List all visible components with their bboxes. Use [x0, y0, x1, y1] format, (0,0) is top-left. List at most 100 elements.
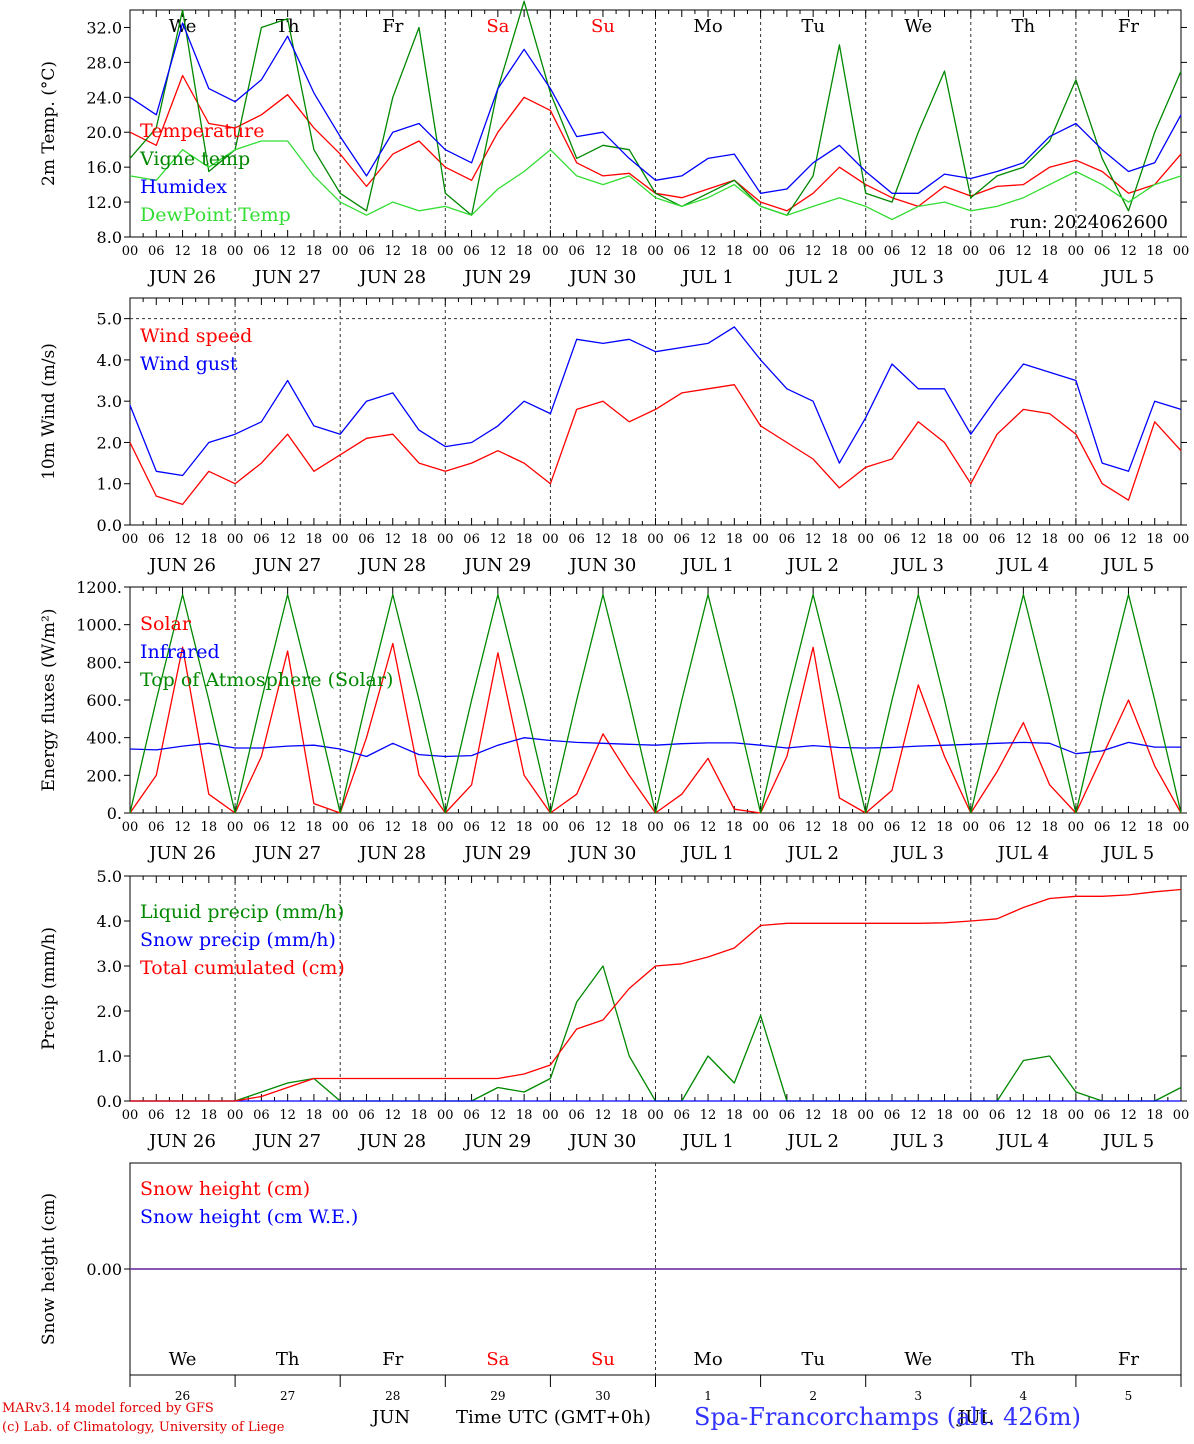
- x-hour-label-temp: 06: [884, 244, 901, 259]
- x-hour-label-wind: 18: [936, 532, 953, 547]
- legend-entry-energy: Top of Atmosphere (Solar): [140, 669, 393, 691]
- day-name-label-bottom: We: [169, 1349, 197, 1370]
- x-hour-label-energy: 06: [358, 820, 375, 835]
- x-hour-label-energy: 18: [936, 820, 953, 835]
- day-number-label: 1: [704, 1389, 712, 1403]
- x-hour-label-temp: 18: [936, 244, 953, 259]
- x-hour-label-temp: 18: [201, 244, 218, 259]
- x-hour-label-precip: 00: [752, 1108, 769, 1123]
- day-number-label: 28: [385, 1389, 400, 1403]
- x-hour-label-energy: 12: [595, 820, 612, 835]
- x-hour-label-temp: 18: [621, 244, 638, 259]
- day-name-label-bottom: Sa: [486, 1349, 509, 1370]
- y-tick-label-energy: 400.: [86, 729, 122, 748]
- legend-entry-energy: Solar: [140, 613, 192, 635]
- x-hour-label-precip: 12: [384, 1108, 401, 1123]
- x-hour-label-precip: 18: [1146, 1108, 1163, 1123]
- x-hour-label-energy: 18: [201, 820, 218, 835]
- x-hour-label-temp: 12: [595, 244, 612, 259]
- x-hour-label-temp: 00: [1068, 244, 1085, 259]
- x-hour-label-wind: 12: [1120, 532, 1137, 547]
- x-hour-label-precip: 12: [910, 1108, 927, 1123]
- x-hour-label-energy: 06: [989, 820, 1006, 835]
- y-axis-label-precip: Precip (mm/h): [39, 927, 59, 1050]
- x-hour-label-temp: 00: [437, 244, 454, 259]
- x-hour-label-wind: 06: [674, 532, 691, 547]
- x-hour-label-precip: 06: [253, 1108, 270, 1123]
- x-hour-label-energy: 18: [1146, 820, 1163, 835]
- x-hour-label-wind: 06: [779, 532, 796, 547]
- x-hour-label-temp: 00: [1173, 244, 1190, 259]
- x-hour-label-precip: 06: [1094, 1108, 1111, 1123]
- day-number-label: 3: [914, 1389, 922, 1403]
- x-date-label-energy: JUN 28: [357, 843, 426, 864]
- x-hour-label-energy: 00: [332, 820, 349, 835]
- x-date-label-temp: JUL 2: [785, 267, 839, 288]
- legend-entry-temp: Humidex: [140, 176, 227, 198]
- x-hour-label-energy: 06: [148, 820, 165, 835]
- x-hour-label-energy: 18: [726, 820, 743, 835]
- x-hour-label-precip: 00: [1068, 1108, 1085, 1123]
- run-annotation: run: 2024062600: [1010, 212, 1168, 233]
- x-date-label-wind: JUL 1: [680, 555, 734, 576]
- x-hour-label-energy: 18: [306, 820, 323, 835]
- x-hour-label-precip: 00: [857, 1108, 874, 1123]
- x-hour-label-temp: 12: [174, 244, 191, 259]
- x-hour-label-wind: 12: [279, 532, 296, 547]
- x-hour-label-temp: 12: [279, 244, 296, 259]
- x-hour-label-temp: 12: [805, 244, 822, 259]
- x-hour-label-wind: 00: [752, 532, 769, 547]
- x-hour-label-energy: 00: [857, 820, 874, 835]
- x-date-label-precip: JUL 4: [996, 1131, 1050, 1152]
- day-name-label-top: Fr: [382, 16, 403, 37]
- x-date-label-temp: JUN 26: [147, 267, 216, 288]
- x-hour-label-precip: 06: [674, 1108, 691, 1123]
- x-hour-label-temp: 12: [384, 244, 401, 259]
- legend-entry-wind: Wind speed: [140, 325, 252, 347]
- x-hour-label-energy: 00: [963, 820, 980, 835]
- x-hour-label-precip: 12: [595, 1108, 612, 1123]
- legend-entry-precip: Snow precip (mm/h): [140, 929, 336, 951]
- x-hour-label-energy: 12: [1120, 820, 1137, 835]
- day-number-label: 27: [280, 1389, 295, 1403]
- y-tick-label-precip: 2.0: [97, 1002, 122, 1021]
- x-hour-label-wind: 06: [989, 532, 1006, 547]
- x-hour-label-precip: 06: [884, 1108, 901, 1123]
- legend-entry-temp: Temperature: [140, 120, 264, 142]
- x-hour-label-temp: 00: [963, 244, 980, 259]
- x-date-label-energy: JUL 1: [680, 843, 734, 864]
- x-hour-label-precip: 12: [805, 1108, 822, 1123]
- x-hour-label-wind: 18: [1041, 532, 1058, 547]
- x-date-label-temp: JUN 30: [568, 267, 637, 288]
- x-hour-label-temp: 00: [542, 244, 559, 259]
- x-hour-label-temp: 12: [700, 244, 717, 259]
- x-hour-label-wind: 12: [595, 532, 612, 547]
- day-name-label-bottom: Th: [1012, 1349, 1036, 1370]
- x-hour-label-energy: 12: [700, 820, 717, 835]
- x-hour-label-temp: 06: [253, 244, 270, 259]
- x-hour-label-temp: 00: [647, 244, 664, 259]
- x-date-label-wind: JUL 5: [1101, 555, 1155, 576]
- x-hour-label-precip: 06: [463, 1108, 480, 1123]
- x-hour-label-wind: 00: [542, 532, 559, 547]
- x-hour-label-wind: 00: [857, 532, 874, 547]
- y-tick-label-temp: 28.0: [86, 53, 122, 72]
- y-tick-label-temp: 24.0: [86, 88, 122, 107]
- x-date-label-precip: JUL 1: [680, 1131, 734, 1152]
- x-hour-label-energy: 12: [174, 820, 191, 835]
- x-date-label-energy: JUL 3: [890, 843, 944, 864]
- x-hour-label-precip: 06: [989, 1108, 1006, 1123]
- day-number-label: 29: [490, 1389, 505, 1403]
- x-hour-label-energy: 18: [516, 820, 533, 835]
- day-name-label-bottom: Mo: [693, 1349, 722, 1370]
- x-hour-label-temp: 00: [122, 244, 139, 259]
- x-hour-label-precip: 00: [542, 1108, 559, 1123]
- x-hour-label-precip: 06: [779, 1108, 796, 1123]
- x-date-label-wind: JUN 27: [252, 555, 321, 576]
- x-hour-label-wind: 00: [647, 532, 664, 547]
- y-tick-label-energy: 600.: [86, 691, 122, 710]
- x-hour-label-wind: 12: [910, 532, 927, 547]
- x-hour-label-energy: 12: [279, 820, 296, 835]
- y-tick-label-wind: 2.0: [97, 433, 122, 452]
